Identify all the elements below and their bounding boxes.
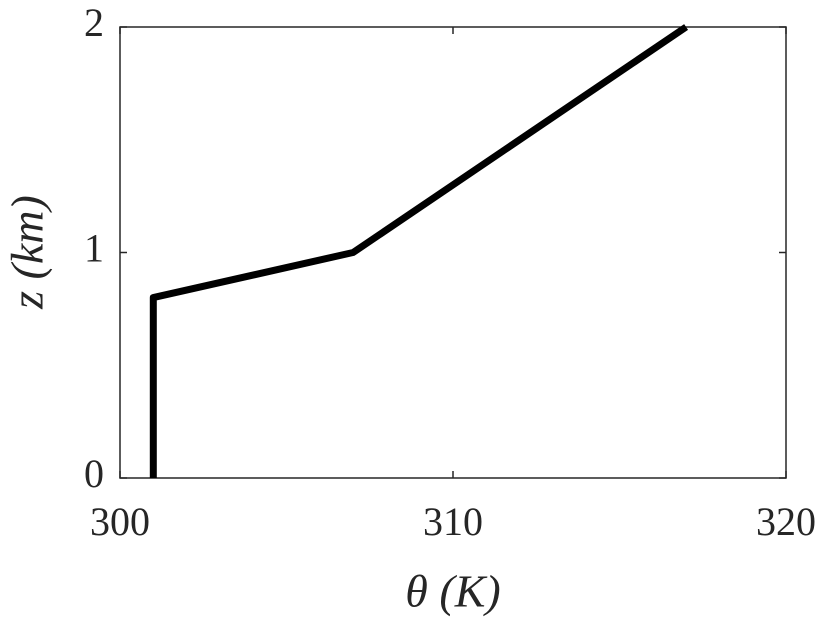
x-tick-label: 320 — [756, 499, 816, 544]
x-tick-label: 300 — [90, 499, 150, 544]
x-axis-label: θ (K) — [405, 566, 500, 617]
plot-frame — [119, 26, 787, 479]
y-tick-label: 2 — [84, 0, 104, 45]
y-tick-label: 1 — [84, 226, 104, 271]
data-line — [149, 24, 689, 478]
y-axis-label: z (km) — [2, 195, 53, 310]
y-tick-label: 0 — [84, 451, 104, 496]
x-tick-label: 310 — [423, 499, 483, 544]
